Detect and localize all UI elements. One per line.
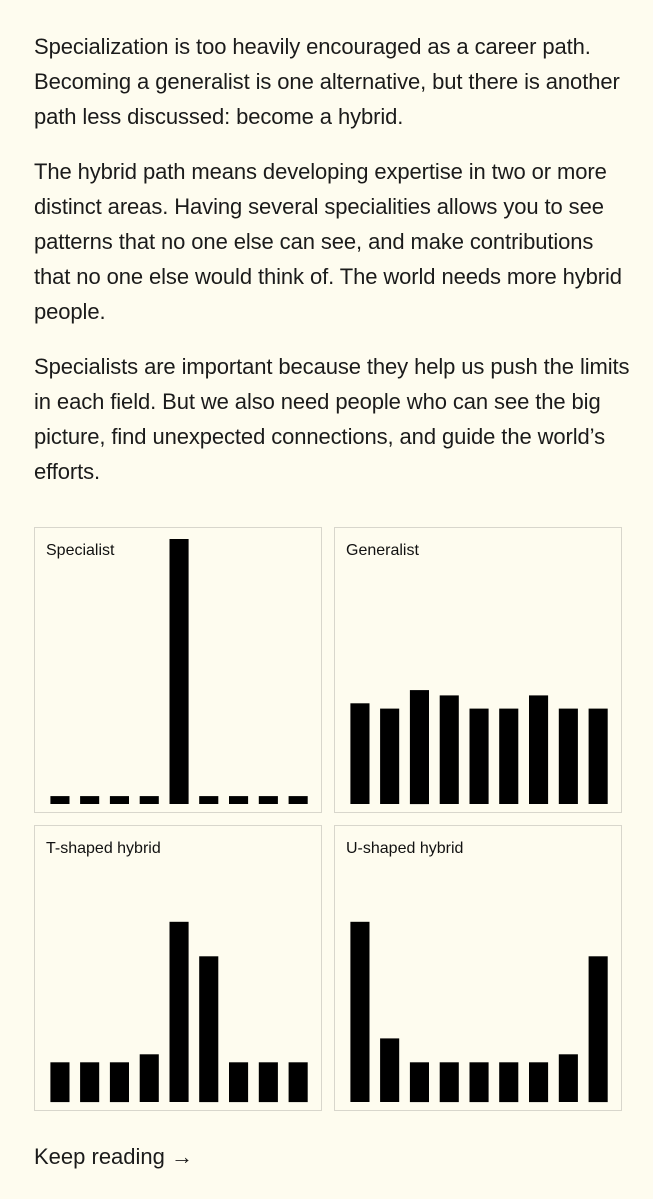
paragraph-specialists: Specialists are important because they h… (34, 354, 630, 484)
bar (109, 796, 129, 804)
keep-reading-link[interactable]: Keep reading → (34, 1144, 193, 1169)
chart-svg (350, 690, 608, 805)
bar (588, 956, 608, 1103)
bar (258, 796, 278, 804)
bar (169, 539, 189, 804)
chart-svg (50, 539, 308, 804)
bar (109, 1062, 129, 1103)
bar (50, 796, 70, 804)
bar (169, 921, 189, 1102)
bar (258, 1062, 278, 1103)
bar (50, 1062, 70, 1103)
bar (588, 708, 608, 804)
article-body: Specialization is too heavily encouraged… (34, 29, 634, 509)
chart-panel-t-shaped-hybrid: T-shaped hybrid (34, 825, 322, 1111)
chart-title: T-shaped hybrid (46, 840, 161, 857)
bar (229, 796, 249, 804)
bar (499, 708, 519, 804)
bar (558, 708, 578, 804)
bar (380, 708, 400, 804)
bar (529, 1062, 549, 1103)
bar (469, 1062, 489, 1103)
chart-panel-specialist: Specialist (34, 527, 322, 813)
bar (80, 1062, 100, 1103)
paragraph-hybrid-path: The hybrid path means developing experti… (34, 159, 622, 324)
bar (350, 921, 370, 1102)
bar (529, 695, 549, 804)
bar (380, 1038, 400, 1102)
bar (499, 1062, 519, 1103)
paragraph-intro: Specialization is too heavily encouraged… (34, 34, 620, 129)
chart-title: Specialist (46, 542, 115, 559)
chart-panel-u-shaped-hybrid: U-shaped hybrid (334, 825, 622, 1111)
chart-panel-generalist: Generalist (334, 527, 622, 813)
bar (439, 1062, 459, 1103)
chart-svg (350, 921, 608, 1103)
bar (409, 1062, 429, 1103)
bar (350, 703, 370, 804)
bar (409, 690, 429, 805)
chart-svg (50, 921, 308, 1103)
bar (139, 1054, 159, 1102)
bar (80, 796, 100, 804)
bar (229, 1062, 249, 1103)
bar (288, 796, 308, 804)
bar (439, 695, 459, 804)
chart-title: Generalist (346, 542, 419, 559)
bar (469, 708, 489, 804)
chart-title: U-shaped hybrid (346, 840, 464, 857)
bar (199, 956, 219, 1103)
bar (288, 1062, 308, 1103)
bar (139, 796, 159, 804)
bar (199, 796, 219, 804)
bar (558, 1054, 578, 1102)
